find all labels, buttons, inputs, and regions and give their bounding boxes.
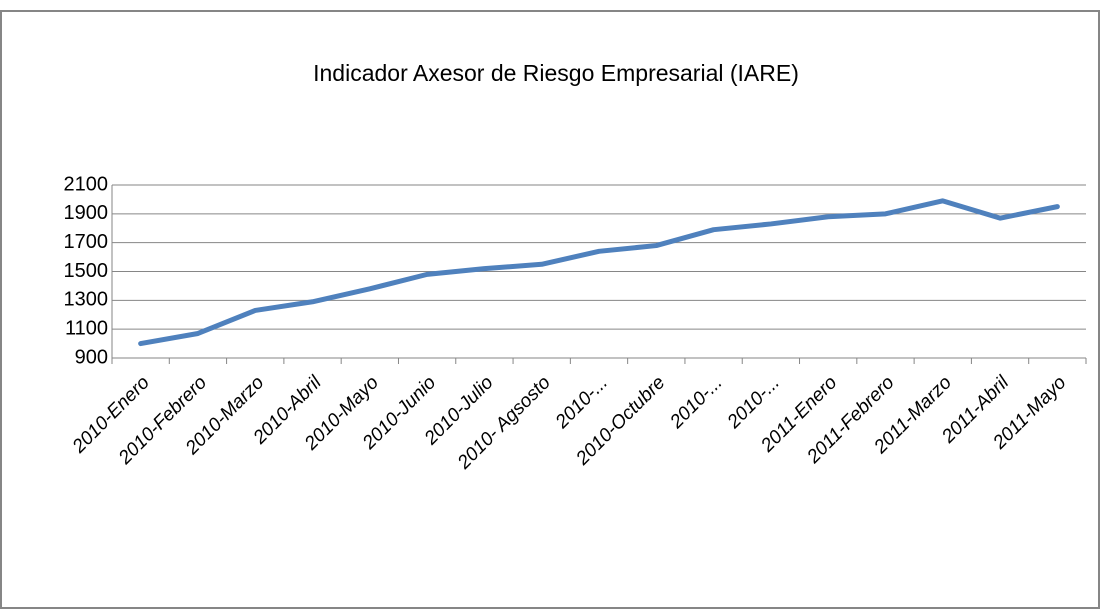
y-tick-label: 1900 (64, 202, 109, 224)
y-tick-label: 2100 (64, 173, 109, 195)
chart-title: Indicador Axesor de Riesgo Empresarial (… (313, 60, 799, 86)
chart-frame (0, 10, 1100, 609)
y-tick-label: 1700 (64, 231, 109, 253)
y-tick-label: 1500 (64, 260, 109, 282)
y-tick-label: 1100 (65, 317, 108, 339)
data-line (138, 198, 1060, 347)
y-tick-label: 900 (75, 346, 108, 368)
y-tick-label: 1300 (64, 289, 109, 311)
